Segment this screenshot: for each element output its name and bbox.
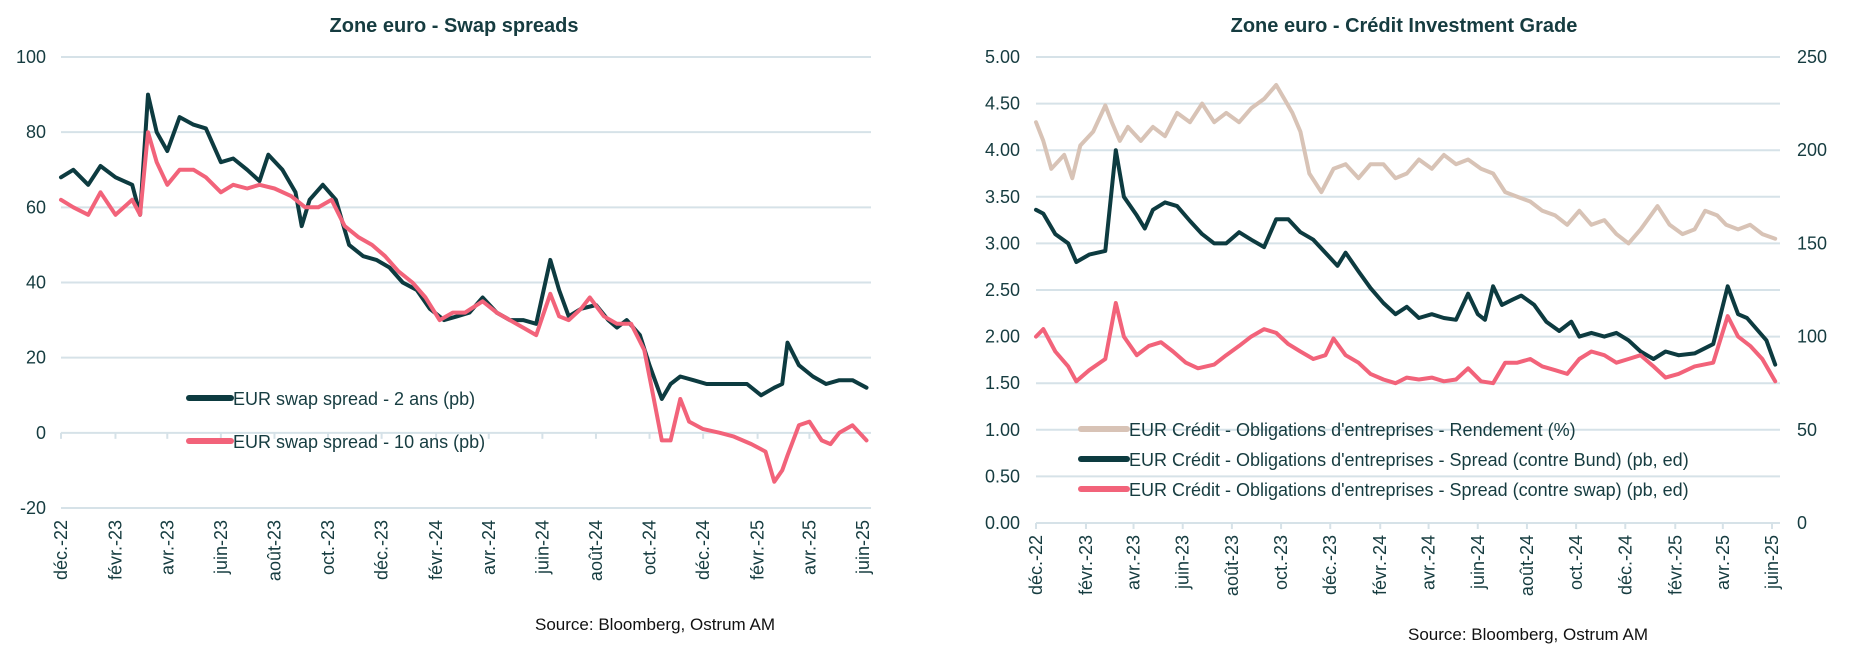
y-tick-label: 5.00 (985, 47, 1020, 67)
x-tick-label: août-23 (264, 520, 284, 581)
y-tick-label: 4.00 (985, 140, 1020, 160)
x-tick-label: févr.-24 (1370, 535, 1390, 595)
x-tick-label: oct.-24 (1566, 535, 1586, 590)
legend-item: EUR swap spread - 10 ans (pb) (186, 432, 485, 452)
series-line-1 (1034, 83, 1778, 246)
x-tick-label: févr.-24 (426, 520, 446, 580)
y-tick-label: 1.50 (985, 373, 1020, 393)
y-tick-label: 3.50 (985, 187, 1020, 207)
y2-tick-label: 100 (1797, 327, 1827, 347)
y-tick-label: 4.50 (985, 94, 1020, 114)
x-tick-label: avr.-25 (1713, 535, 1733, 590)
x-tick-label: août-23 (1222, 535, 1242, 596)
legend-label: EUR Crédit - Obligations d'entreprises -… (1129, 450, 1689, 470)
x-tick-label: août-24 (1517, 535, 1537, 596)
series-line-2 (59, 130, 869, 484)
x-tick-label: juin-23 (1173, 535, 1193, 590)
y-tick-label: 1.00 (985, 420, 1020, 440)
x-tick-label: juin-23 (211, 520, 231, 575)
x-tick-label: oct.-23 (318, 520, 338, 575)
x-tick-label: déc.-24 (1615, 535, 1635, 595)
x-tick-label: déc.-23 (1320, 535, 1340, 595)
series-line-3 (1034, 301, 1778, 386)
y2-tick-label: 250 (1797, 47, 1827, 67)
x-tick-label: juin-24 (532, 520, 552, 575)
source-note: Source: Bloomberg, Ostrum AM (535, 615, 775, 634)
x-tick-label: déc.-23 (372, 520, 392, 580)
x-tick-label: déc.-24 (693, 520, 713, 580)
legend: EUR swap spread - 2 ans (pb) EUR swap spr… (186, 389, 485, 452)
y-tick-label: 60 (26, 197, 46, 217)
x-tick-label: juin-25 (853, 520, 873, 575)
y-tick-label: -20 (20, 498, 46, 518)
y-tick-label: 0.00 (985, 513, 1020, 533)
x-tick-label: déc.-22 (1026, 535, 1046, 595)
series-line-1 (59, 92, 869, 401)
legend-label: EUR swap spread - 2 ans (pb) (233, 389, 475, 409)
x-tick-label: avr.-24 (479, 520, 499, 575)
x-tick-label: avr.-23 (1124, 535, 1144, 590)
legend-label: EUR Crédit - Obligations d'entreprises -… (1129, 420, 1576, 440)
x-tick-label: août-24 (586, 520, 606, 581)
series-line-2 (1034, 148, 1778, 367)
legend-item: EUR Crédit - Obligations d'entreprises -… (1078, 420, 1576, 440)
x-tick-label: oct.-24 (640, 520, 660, 575)
legend-label: EUR Crédit - Obligations d'entreprises -… (1129, 480, 1689, 500)
y-tick-label: 2.00 (985, 327, 1020, 347)
swap-spreads-chart: Zone euro - Swap spreads100806040200-20d… (16, 15, 873, 634)
x-tick-label: févr.-23 (105, 520, 125, 580)
y-tick-label: 20 (26, 348, 46, 368)
y-tick-label: 100 (16, 47, 46, 67)
y-tick-label: 0 (36, 423, 46, 443)
y2-tick-label: 50 (1797, 420, 1817, 440)
x-tick-label: avr.-24 (1419, 535, 1439, 590)
y-tick-label: 40 (26, 273, 46, 293)
x-tick-label: déc.-22 (51, 520, 71, 580)
x-tick-label: févr.-25 (1665, 535, 1685, 595)
x-tick-label: févr.-25 (748, 520, 768, 580)
legend-item: EUR Crédit - Obligations d'entreprises -… (1078, 450, 1689, 470)
y-tick-label: 0.50 (985, 466, 1020, 486)
y-tick-label: 80 (26, 122, 46, 142)
x-tick-label: févr.-23 (1076, 535, 1096, 595)
legend-item: EUR Crédit - Obligations d'entreprises -… (1078, 480, 1689, 500)
y2-tick-label: 150 (1797, 233, 1827, 253)
legend-label: EUR swap spread - 10 ans (pb) (233, 432, 485, 452)
legend: EUR Crédit - Obligations d'entreprises -… (1078, 420, 1689, 500)
legend-item: EUR swap spread - 2 ans (pb) (186, 389, 475, 409)
x-tick-label: oct.-23 (1271, 535, 1291, 590)
x-tick-label: avr.-25 (799, 520, 819, 575)
chart-title: Zone euro - Swap spreads (330, 15, 579, 37)
y-tick-label: 3.00 (985, 233, 1020, 253)
credit-ig-chart: Zone euro - Crédit Investment Grade 5.00 4… (985, 15, 1827, 644)
x-tick-label: juin-25 (1762, 535, 1782, 590)
y2-tick-label: 200 (1797, 140, 1827, 160)
y2-tick-label: 0 (1797, 513, 1807, 533)
x-tick-label: avr.-23 (157, 520, 177, 575)
y-tick-label: 2.50 (985, 280, 1020, 300)
source-note: Source: Bloomberg, Ostrum AM (1408, 625, 1648, 644)
chart-title: Zone euro - Crédit Investment Grade (1231, 15, 1578, 37)
x-tick-label: juin-24 (1468, 535, 1488, 590)
